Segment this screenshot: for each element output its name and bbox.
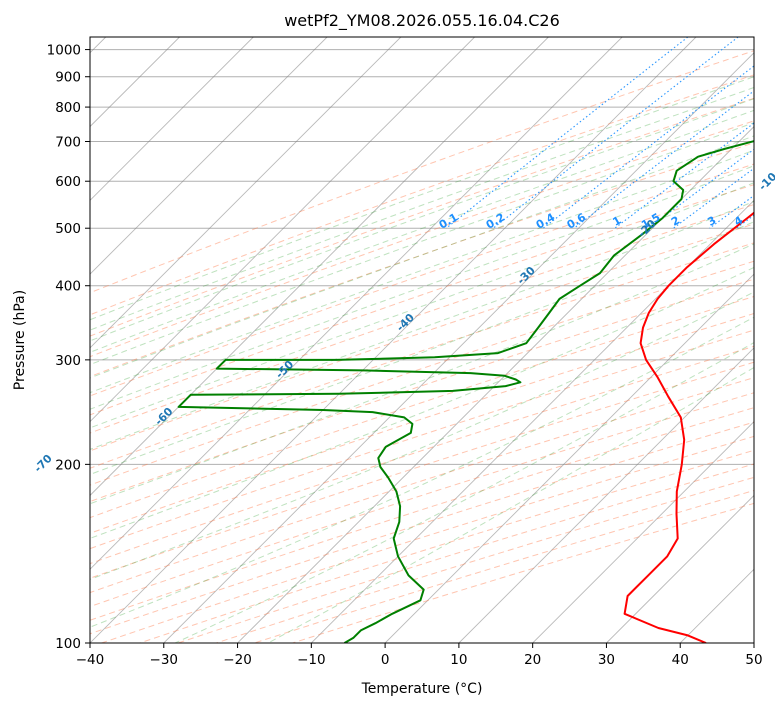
y-tick-label: 900 xyxy=(55,70,81,86)
isotherm-line xyxy=(90,37,254,201)
dry-adiabat-line xyxy=(90,97,754,337)
moist-adiabat-line xyxy=(90,87,754,331)
dry-adiabat-line xyxy=(90,223,754,452)
isotherm-line xyxy=(163,52,754,643)
y-tick-label: 600 xyxy=(55,174,81,190)
y-tick-label: 700 xyxy=(55,134,81,150)
dry-adiabat-line xyxy=(90,392,754,608)
moist-adiabat-line xyxy=(267,366,754,643)
x-tick-label: 20 xyxy=(524,652,541,668)
x-tick-label: −40 xyxy=(76,652,105,668)
isotherm-line xyxy=(90,37,475,423)
y-tick-label: 100 xyxy=(55,636,81,652)
dry-adiabat-line xyxy=(90,50,754,294)
plot-frame xyxy=(89,36,755,644)
isotherm-line xyxy=(90,37,697,643)
mixing-ratio-line xyxy=(648,148,754,229)
moist-adiabat-line xyxy=(90,76,754,321)
plot-area xyxy=(90,37,754,643)
dry-adiabat-line xyxy=(90,120,754,358)
dewpoint-line xyxy=(177,140,754,643)
dry-adiabat-line xyxy=(90,163,754,397)
x-tick-label: 0 xyxy=(381,652,390,668)
dry-adiabat-line xyxy=(90,313,754,534)
isotherm-line xyxy=(384,273,754,643)
mixing-ratio-line xyxy=(573,90,754,229)
temperature-line xyxy=(623,211,754,643)
dry-adiabat-line xyxy=(90,260,754,486)
moist-adiabat-line xyxy=(90,98,754,342)
y-tick-label: 1000 xyxy=(47,43,81,59)
x-tick-label: −20 xyxy=(223,652,252,668)
isotherm-line xyxy=(532,421,754,643)
isotherm-line xyxy=(90,37,402,349)
isotherm-line xyxy=(458,347,754,643)
dry-adiabat-line xyxy=(90,203,754,434)
y-tick-label: 400 xyxy=(55,279,81,295)
isotherm-line xyxy=(90,37,549,497)
y-tick-label: 500 xyxy=(55,221,81,237)
y-tick-label: 800 xyxy=(55,100,81,116)
moist-adiabat-line xyxy=(90,291,754,580)
x-tick-label: −30 xyxy=(150,652,179,668)
mixing-ratio-line xyxy=(542,65,754,229)
mixing-ratio-line xyxy=(673,167,754,229)
isotherm-line xyxy=(606,494,754,643)
y-axis-label: Pressure (hPa) xyxy=(12,290,28,390)
x-tick-label: 10 xyxy=(450,652,467,668)
chart-title: wetPf2_YM08.2026.055.16.04.C26 xyxy=(284,11,560,31)
x-tick-label: 50 xyxy=(745,652,762,668)
x-tick-label: −10 xyxy=(297,652,326,668)
mixing-ratio-line xyxy=(492,37,739,229)
isotherm-line xyxy=(90,37,623,570)
moist-adiabat-line xyxy=(90,182,754,429)
series-layer xyxy=(177,140,754,643)
moist-adiabat-line xyxy=(90,316,754,628)
y-tick-label: 300 xyxy=(55,353,81,369)
isotherm-line xyxy=(237,125,754,643)
y-tick-label: 200 xyxy=(55,457,81,473)
x-axis-label: Temperature (°C) xyxy=(361,681,483,697)
moist-adiabat-line xyxy=(90,165,754,410)
dry-adiabat-line xyxy=(90,361,754,579)
isotherm-line xyxy=(311,199,754,643)
moist-adiabat-line xyxy=(90,266,754,539)
dry-adiabat-line xyxy=(90,142,754,378)
axes: −40 −30 −20 −10 0 10 20 30 40 50 100 200 300 400 500 60… xyxy=(47,43,763,668)
isotherm-line xyxy=(90,37,328,275)
dry-adiabat-line xyxy=(90,74,754,316)
moist-adiabat-line xyxy=(90,200,754,450)
dry-adiabat-line xyxy=(90,278,754,503)
x-tick-label: 30 xyxy=(598,652,615,668)
x-tick-label: 40 xyxy=(672,652,689,668)
dry-adiabat-line xyxy=(90,345,754,565)
moist-adiabat-line xyxy=(90,243,754,505)
